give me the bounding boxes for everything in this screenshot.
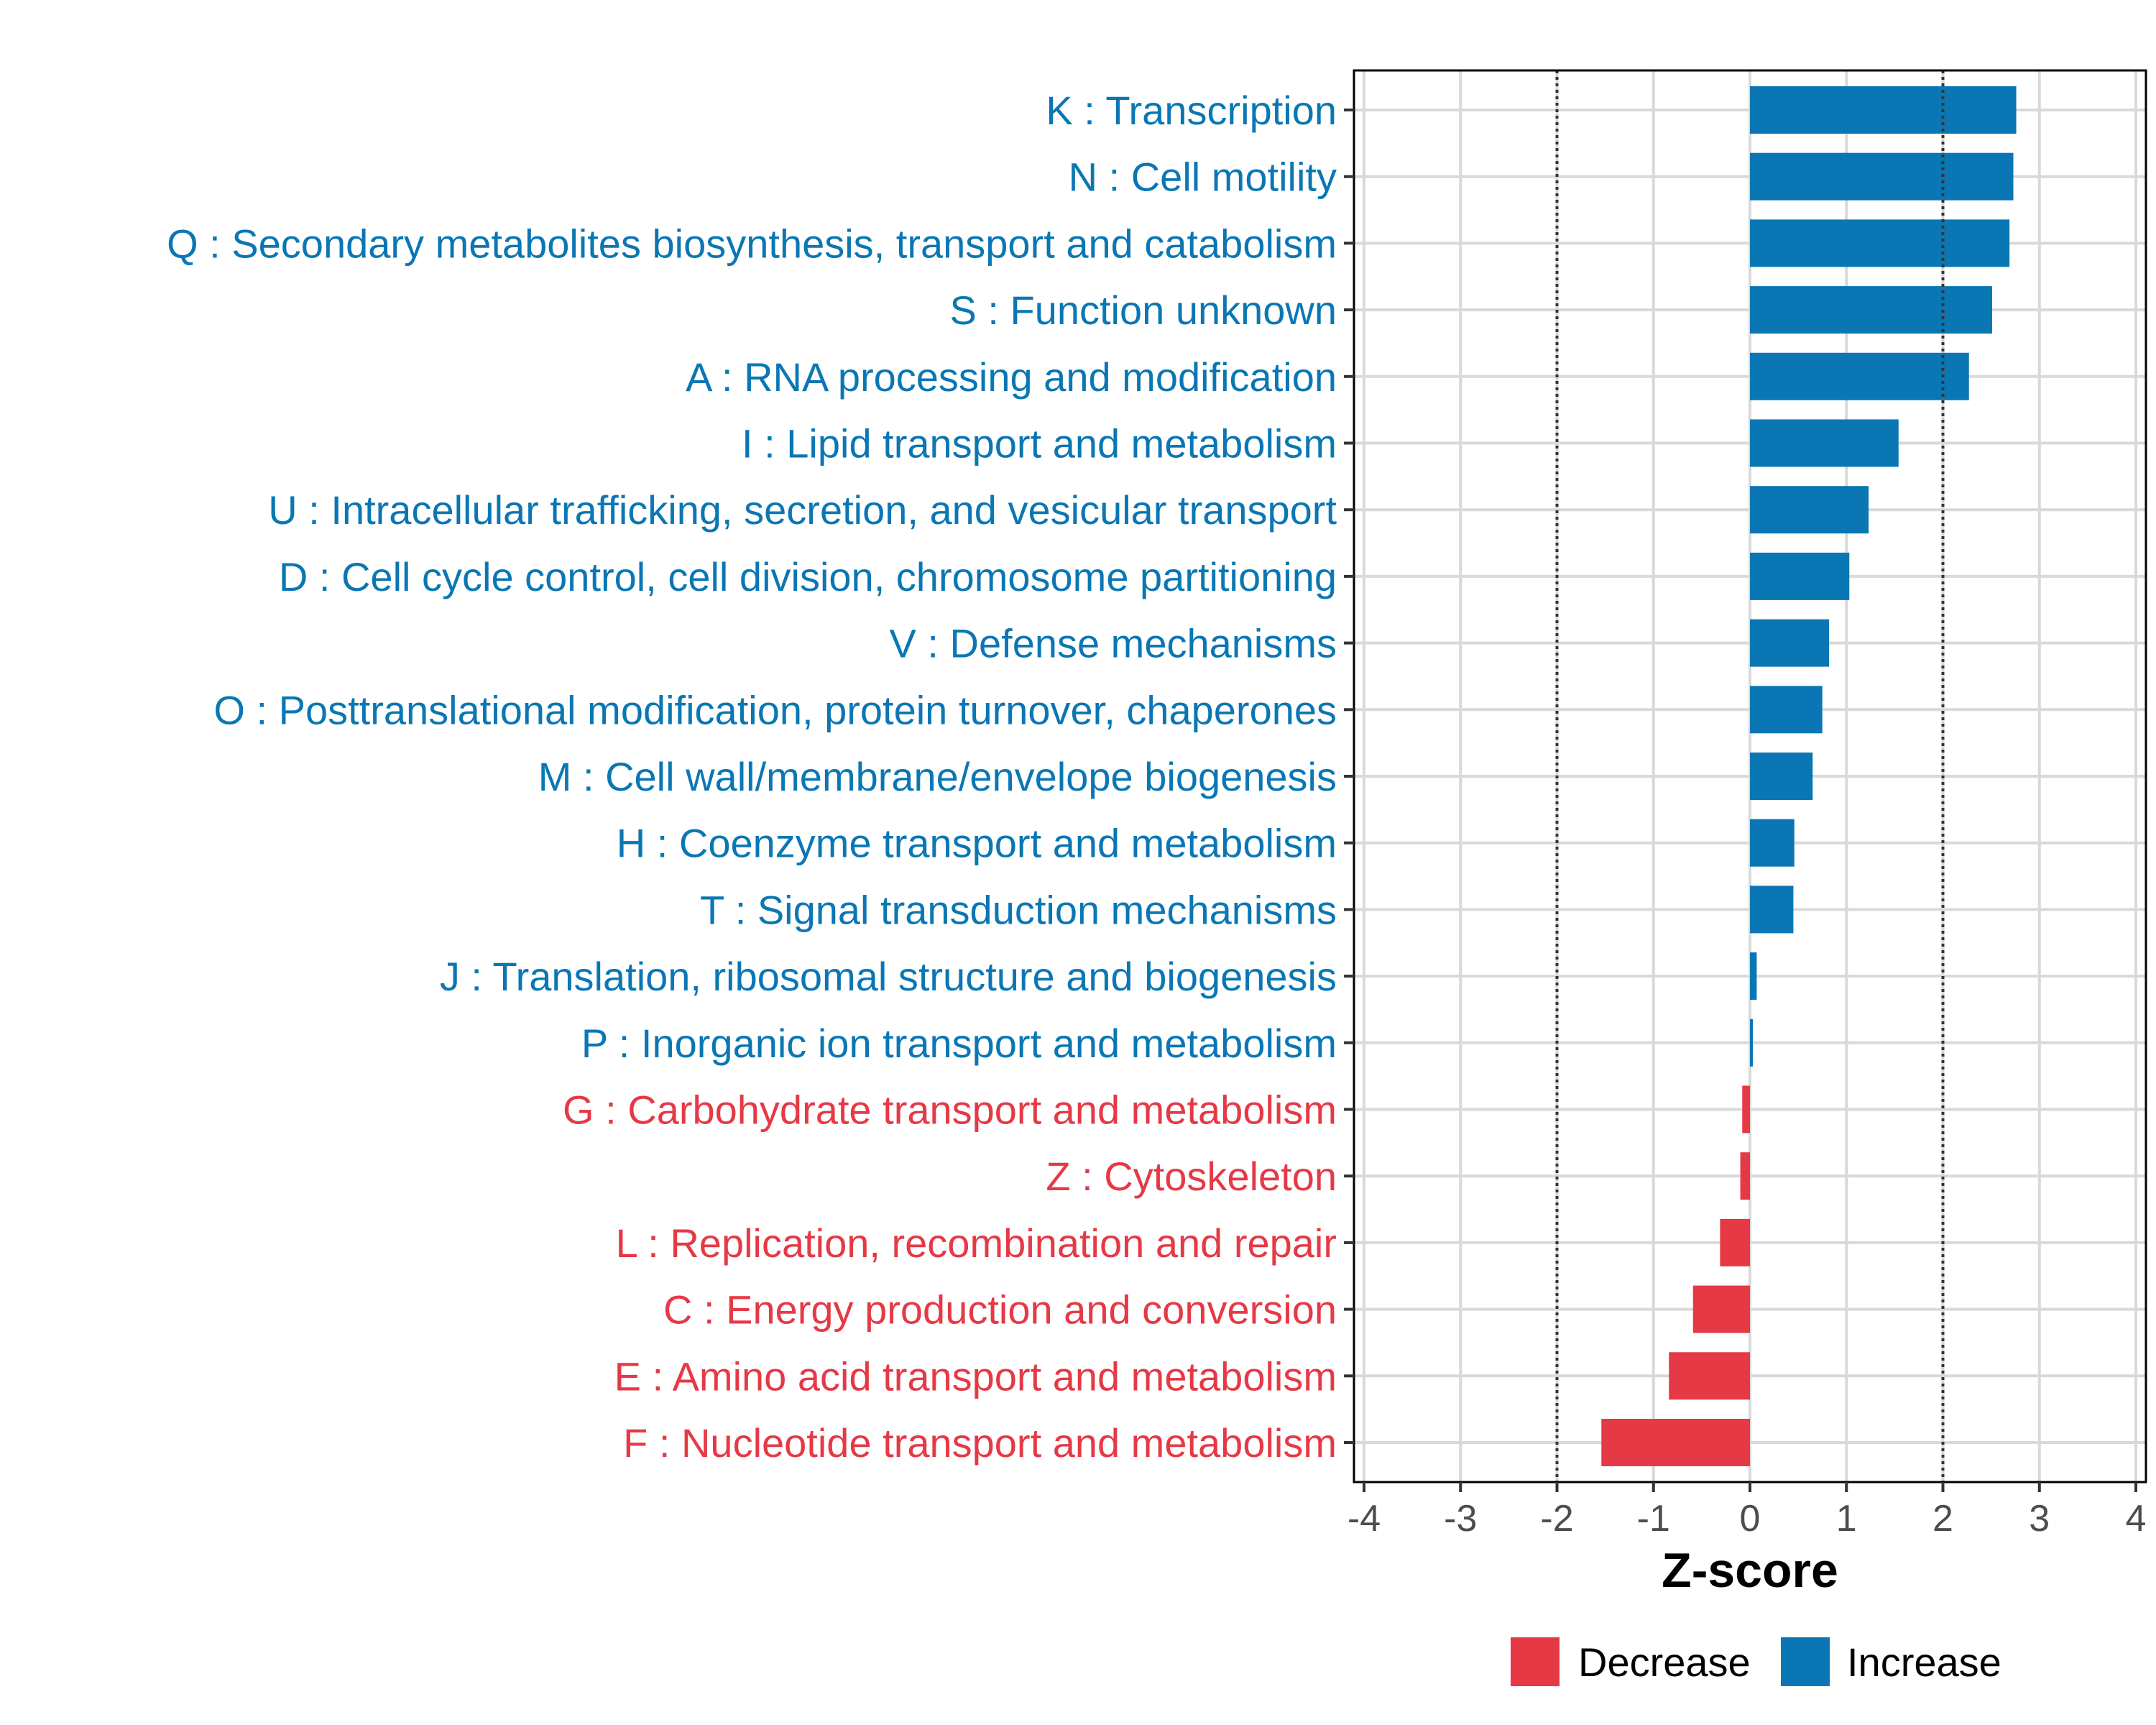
bar-k — [1750, 86, 2017, 134]
category-label: Z : Cytoskeleton — [1046, 1154, 1337, 1199]
category-label: D : Cell cycle control, cell division, c… — [279, 554, 1337, 599]
x-tick-label: 2 — [1932, 1498, 1953, 1540]
bar-g — [1742, 1085, 1750, 1133]
x-tick-label: -4 — [1348, 1498, 1381, 1540]
bar-m — [1750, 753, 1813, 800]
category-label: G : Carbohydrate transport and metabolis… — [563, 1087, 1337, 1133]
bar-d — [1750, 552, 1850, 600]
bars-layer — [1601, 86, 2017, 1466]
category-label: A : RNA processing and modification — [686, 354, 1337, 400]
legend: Decrease Increase — [1511, 1637, 2001, 1686]
category-label: V : Defense mechanisms — [890, 621, 1337, 666]
category-label: T : Signal transduction mechanisms — [700, 887, 1337, 932]
legend-swatch-increase — [1781, 1637, 1830, 1686]
y-axis-ticks — [1344, 109, 1354, 1444]
category-label: J : Translation, ribosomal structure and… — [440, 954, 1337, 999]
x-axis-ticks: -4 -3 -2 -1 0 1 2 3 4 — [1348, 1482, 2147, 1540]
reference-lines — [1555, 70, 1945, 1482]
x-tick-label: 1 — [1836, 1498, 1857, 1540]
bar-t — [1750, 886, 1794, 934]
bar-i — [1750, 419, 1899, 467]
category-label: H : Coenzyme transport and metabolism — [617, 821, 1337, 866]
legend-label-decrease: Decrease — [1578, 1639, 1751, 1685]
category-label: Q : Secondary metabolites biosynthesis, … — [167, 221, 1337, 266]
category-labels: K : Transcription N : Cell motility Q : Se… — [167, 88, 1337, 1466]
x-tick-label: -2 — [1540, 1498, 1573, 1540]
category-label: K : Transcription — [1046, 88, 1337, 133]
bar-a — [1750, 352, 1969, 400]
category-label: C : Energy production and conversion — [663, 1287, 1337, 1333]
x-tick-label: 3 — [2029, 1498, 2050, 1540]
x-tick-label: 4 — [2126, 1498, 2147, 1540]
bar-z — [1740, 1152, 1750, 1200]
bar-n — [1750, 152, 2014, 201]
bar-e — [1669, 1352, 1750, 1400]
bar-h — [1750, 819, 1795, 867]
category-label: L : Replication, recombination and repai… — [616, 1220, 1337, 1266]
category-label: I : Lipid transport and metabolism — [742, 421, 1337, 466]
x-tick-label: 0 — [1740, 1498, 1761, 1540]
category-label: N : Cell motility — [1069, 155, 1337, 200]
bar-j — [1750, 952, 1757, 1000]
bar-s — [1750, 286, 1992, 334]
category-label: P : Inorganic ion transport and metaboli… — [581, 1021, 1337, 1066]
x-tick-label: -3 — [1444, 1498, 1477, 1540]
bar-o — [1750, 686, 1823, 734]
legend-swatch-decrease — [1511, 1637, 1560, 1686]
bar-c — [1692, 1285, 1750, 1333]
x-axis-title: Z-score — [1662, 1543, 1838, 1598]
category-label: E : Amino acid transport and metabolism — [614, 1353, 1337, 1399]
category-label: F : Nucleotide transport and metabolism — [623, 1420, 1337, 1466]
bar-f — [1601, 1419, 1750, 1466]
bar-p — [1750, 1018, 1754, 1067]
category-label: U : Intracellular trafficking, secretion… — [268, 487, 1337, 533]
bar-u — [1750, 486, 1869, 534]
bar-q — [1750, 219, 2010, 267]
x-tick-label: -1 — [1637, 1498, 1670, 1540]
category-label: M : Cell wall/membrane/envelope biogenes… — [538, 754, 1337, 799]
bar-l — [1720, 1218, 1750, 1266]
legend-label-increase: Increase — [1847, 1639, 2001, 1685]
category-label: O : Posttranslational modification, prot… — [213, 687, 1337, 732]
category-label: S : Function unknown — [949, 288, 1337, 333]
bar-v — [1750, 619, 1830, 667]
